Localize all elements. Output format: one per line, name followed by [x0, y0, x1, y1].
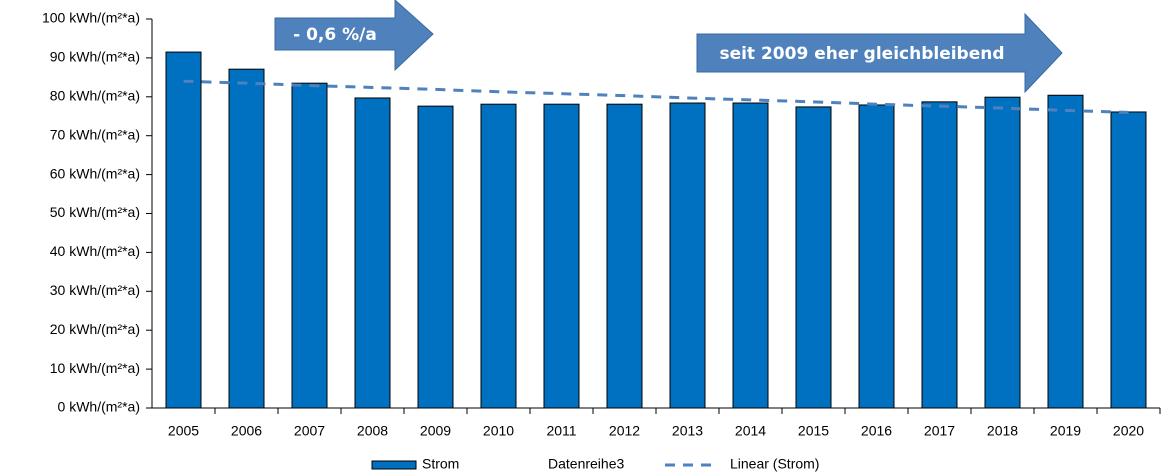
y-tick-label: 20 kWh/(m²*a): [50, 321, 140, 337]
legend-label: Datenreihe3: [548, 456, 624, 472]
y-tick-label: 0 kWh/(m²*a): [58, 399, 140, 415]
y-tick-label: 30 kWh/(m²*a): [50, 282, 140, 298]
x-tick-label: 2018: [987, 423, 1018, 439]
bar: [1110, 111, 1147, 409]
x-tick-label: 2015: [798, 423, 829, 439]
legend-label: Strom: [422, 456, 459, 472]
bar: [354, 97, 391, 409]
legend-swatch: [371, 460, 417, 470]
x-tick-label: 2016: [861, 423, 892, 439]
x-tick-label: 2010: [483, 423, 514, 439]
bar: [417, 105, 454, 409]
bar: [606, 103, 643, 409]
bar: [165, 51, 202, 409]
trend-line: [183, 79, 1129, 114]
bar: [1047, 94, 1084, 409]
legend-label: Linear (Strom): [730, 456, 819, 472]
annotation: - 0,6 %/a: [293, 25, 377, 45]
annotation-arrow: [696, 12, 1063, 94]
bar: [669, 102, 706, 409]
x-tick-label: 2011: [546, 423, 576, 439]
bar: [984, 96, 1021, 409]
y-tick-label: 40 kWh/(m²*a): [50, 243, 140, 259]
y-tick-label: 10 kWh/(m²*a): [50, 360, 140, 376]
bar: [795, 106, 832, 409]
x-tick-label: 2014: [735, 423, 766, 439]
bar: [858, 104, 895, 409]
x-tick-label: 2008: [357, 423, 388, 439]
x-tick-label: 2012: [609, 423, 640, 439]
y-tick-label: 70 kWh/(m²*a): [50, 126, 140, 142]
x-tick-label: 2013: [672, 423, 703, 439]
x-tick-label: 2020: [1113, 423, 1144, 439]
bar: [543, 103, 580, 409]
x-tick-label: 2006: [231, 423, 262, 439]
y-tick-label: 90 kWh/(m²*a): [50, 49, 140, 65]
bar: [921, 101, 958, 409]
bar: [291, 82, 328, 409]
y-tick-label: 80 kWh/(m²*a): [50, 88, 140, 104]
x-tick-label: 2005: [168, 423, 199, 439]
x-tick-label: 2009: [420, 423, 451, 439]
x-tick-label: 2007: [294, 423, 325, 439]
bar: [228, 68, 265, 409]
x-tick-label: 2017: [924, 423, 955, 439]
annotation-arrow: [274, 0, 434, 72]
y-tick-label: 50 kWh/(m²*a): [50, 204, 140, 220]
bar: [480, 103, 517, 409]
x-tick-label: 2019: [1050, 423, 1081, 439]
annotation: seit 2009 eher gleichbleibend: [719, 44, 1004, 64]
y-tick-label: 100 kWh/(m²*a): [42, 10, 140, 26]
plot: 0 kWh/(m²*a) 10 kWh/(m²*a) 20 kWh/(m²*a) 30…: [42, 10, 1161, 472]
y-tick-label: 60 kWh/(m²*a): [50, 165, 140, 181]
bar: [732, 102, 769, 409]
